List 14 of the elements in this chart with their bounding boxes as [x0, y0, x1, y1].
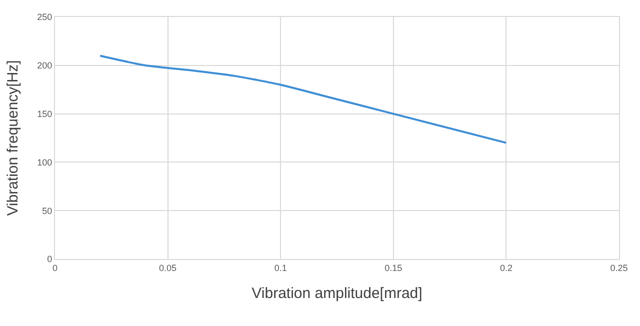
y-tick-label: 250 [37, 12, 52, 22]
x-tick-label: 0.05 [159, 262, 177, 273]
x-tick-label: 0.1 [274, 262, 287, 273]
x-tick-label: 0.2 [500, 262, 512, 273]
x-tick-label: 0.25 [610, 262, 628, 273]
y-tick-label: 100 [37, 157, 52, 168]
x-axis-title: Vibration amplitude[mrad] [252, 284, 422, 302]
y-tick-label: 150 [37, 108, 52, 119]
y-tick-label: 200 [37, 60, 52, 71]
y-tick-label: 0 [47, 254, 52, 264]
y-tick-label: 50 [42, 206, 52, 216]
line-series [99, 54, 508, 144]
y-axis-title: Vibration frequency[Hz] [4, 60, 22, 216]
x-tick-label: 0.15 [384, 262, 402, 273]
